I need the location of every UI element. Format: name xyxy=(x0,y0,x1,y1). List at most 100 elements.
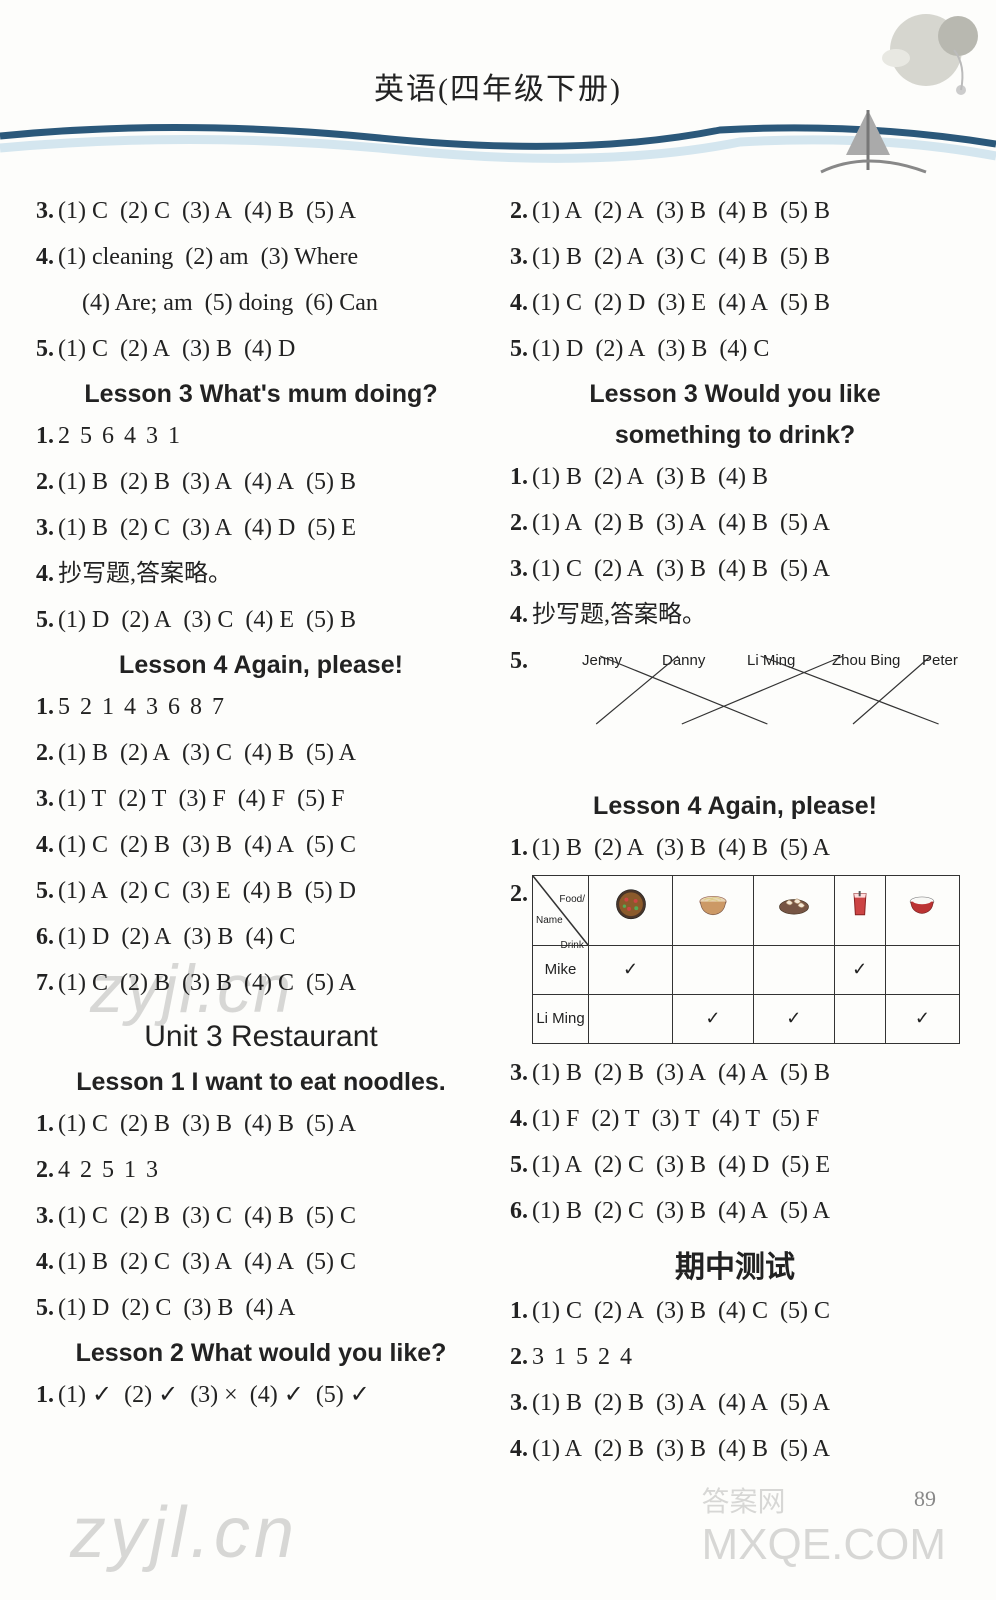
sequence-values: 4 2 5 1 3 xyxy=(58,1147,160,1193)
sub-answer: (2) C xyxy=(120,1239,170,1285)
answer-row: 1.(1) B(2) A(3) B(4) B xyxy=(510,454,960,500)
sub-answer: (3) A xyxy=(656,500,706,546)
answer-row: 4.(1) C(2) D(3) E(4) A(5) B xyxy=(510,280,960,326)
sub-answer: (3) A xyxy=(656,1380,706,1426)
sub-answer: (4) A xyxy=(718,280,768,326)
sub-answer: (4) Are; am xyxy=(82,280,193,326)
question-number: 1. xyxy=(36,1101,54,1147)
sub-answer: (2) B xyxy=(120,822,170,868)
lesson-heading: Lesson 4 Again, please! xyxy=(36,651,486,680)
sub-answer: (5) B xyxy=(780,1050,830,1096)
sub-answer: (4) A xyxy=(245,1285,295,1331)
noodles-icon xyxy=(697,892,729,928)
sub-answer: (6) Can xyxy=(305,280,378,326)
pizza-icon xyxy=(614,888,647,934)
sub-answer: (5) B xyxy=(780,280,830,326)
lesson-heading: Lesson 3 Would you like xyxy=(510,380,960,409)
matching-diagram: JennyDannyLi MingZhou BingPeter xyxy=(532,638,960,778)
sub-answer: (2) A xyxy=(121,597,171,643)
sub-answer: (5) A xyxy=(306,730,356,776)
answer-row: 7.(1) C(2) B(3) B(4) C(5) A xyxy=(36,960,486,1006)
table-cell: ✓ xyxy=(589,946,673,995)
answer-row: 5.(1) C(2) A(3) B(4) D xyxy=(36,326,486,372)
sub-answer: (3) T xyxy=(652,1096,700,1142)
answer-row: 3.(1) B(2) B(3) A(4) A(5) A xyxy=(510,1380,960,1426)
answer-row: 3.(1) C(2) C(3) A(4) B(5) A xyxy=(36,188,486,234)
sub-answer: (5) C xyxy=(306,822,356,868)
sub-answer: (3) C xyxy=(656,234,706,280)
question-number: 5. xyxy=(36,1285,54,1331)
answer-row: 5.(1) D(2) A(3) C(4) E(5) B xyxy=(36,597,486,643)
matching-question: 5.JennyDannyLi MingZhou BingPeter xyxy=(510,638,960,784)
sub-answer: (1) A xyxy=(532,1142,582,1188)
sub-answer: (1) B xyxy=(58,1239,108,1285)
sub-answer: (2) B xyxy=(120,1101,170,1147)
sub-answer: (2) A xyxy=(594,546,644,592)
sub-answer: (4) F xyxy=(238,776,285,822)
sub-answer: (2) T xyxy=(118,776,166,822)
question-number: 3. xyxy=(36,188,54,234)
sub-answer: (1) C xyxy=(58,822,108,868)
answer-row: 1.(1) C(2) A(3) B(4) C(5) C xyxy=(510,1288,960,1334)
question-number: 1. xyxy=(510,454,528,500)
sub-answer: (3) C xyxy=(182,730,232,776)
table-cell: ✓ xyxy=(673,995,754,1044)
lesson-heading: Lesson 2 What would you like? xyxy=(36,1339,486,1368)
answer-row: 4.(1) cleaning(2) am(3) Where xyxy=(36,234,486,280)
sub-answer: (4) C xyxy=(244,960,294,1006)
table-cell xyxy=(753,946,834,995)
sub-answer: (5) ✓ xyxy=(316,1372,370,1418)
question-number: 1. xyxy=(510,1288,528,1334)
sequence-values: 3 1 5 2 4 xyxy=(532,1334,634,1380)
table-cell: ✓ xyxy=(834,946,885,995)
lesson-heading: Lesson 4 Again, please! xyxy=(510,792,960,821)
answer-row: 3.(1) C(2) A(3) B(4) B(5) A xyxy=(510,546,960,592)
sub-answer: (2) A xyxy=(595,326,645,372)
sub-answer: (2) C xyxy=(120,188,170,234)
sub-answer: (2) A xyxy=(594,234,644,280)
sub-answer: (4) E xyxy=(245,597,294,643)
sub-answer: (2) B xyxy=(594,500,644,546)
table-cell: ✓ xyxy=(753,995,834,1044)
table-cell: ✓ xyxy=(885,995,959,1044)
dumplings-icon xyxy=(778,892,810,928)
question-number: 3. xyxy=(510,1050,528,1096)
sub-answer: (4) D xyxy=(244,326,295,372)
question-number: 4. xyxy=(36,551,54,597)
sub-answer: (1) A xyxy=(532,500,582,546)
answer-row: 4.(1) F(2) T(3) T(4) T(5) F xyxy=(510,1096,960,1142)
answer-row: 3.(1) B(2) C(3) A(4) D(5) E xyxy=(36,505,486,551)
sub-answer: (2) A xyxy=(594,825,644,871)
sub-answer: (5) A xyxy=(780,1188,830,1234)
sub-answer: (5) C xyxy=(306,1193,356,1239)
sub-answer: (5) A xyxy=(780,1380,830,1426)
text-row: 4.抄写题,答案略。 xyxy=(36,551,486,597)
answer-row: 4.(1) B(2) C(3) A(4) A(5) C xyxy=(36,1239,486,1285)
sub-answer: (1) C xyxy=(532,546,582,592)
sub-answer: (2) A xyxy=(120,326,170,372)
sub-answer: (5) F xyxy=(772,1096,819,1142)
sub-answer: (5) C xyxy=(306,1239,356,1285)
question-number: 5. xyxy=(510,326,528,372)
answer-row: 6.(1) B(2) C(3) B(4) A(5) A xyxy=(510,1188,960,1234)
sub-answer: (5) C xyxy=(780,1288,830,1334)
answer-row: 6.(1) D(2) A(3) B(4) C xyxy=(36,914,486,960)
sub-answer: (3) B xyxy=(656,188,706,234)
sub-answer: (4) A xyxy=(244,1239,294,1285)
sub-answer: (1) B xyxy=(58,730,108,776)
sub-answer: (3) E xyxy=(182,868,231,914)
text-row: 4.抄写题,答案略。 xyxy=(510,592,960,638)
sub-answer: (3) A xyxy=(182,459,232,505)
sequence-row: 1.5 2 1 4 3 6 8 7 xyxy=(36,684,486,730)
watermark-bottom-right: 答案网 MXQE.COM xyxy=(702,1480,946,1570)
sub-answer: (3) B xyxy=(656,825,706,871)
sequence-row: 1.2 5 6 4 3 1 xyxy=(36,413,486,459)
sub-answer: (4) T xyxy=(712,1096,760,1142)
sub-answer: (3) C xyxy=(182,1193,232,1239)
sub-answer: (2) B xyxy=(120,459,170,505)
sub-answer: (1) ✓ xyxy=(58,1372,112,1418)
sub-answer: (5) B xyxy=(306,459,356,505)
question-number: 2. xyxy=(510,500,528,546)
sub-answer: (3) A xyxy=(182,505,232,551)
sub-answer: (4) B xyxy=(244,188,294,234)
